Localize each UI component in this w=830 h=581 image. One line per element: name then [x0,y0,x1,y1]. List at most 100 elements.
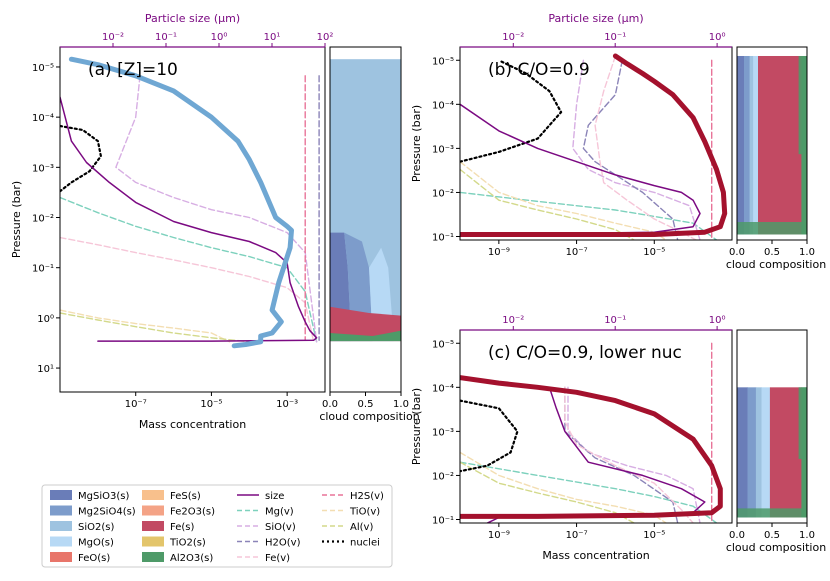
y-tick-label: 10⁻⁵ [32,63,54,74]
series-cloud_total [460,53,728,237]
x-tick-label: 10⁻⁵ [643,530,665,541]
series-siov [572,59,701,240]
comp-x-tick-label: 0.5 [764,247,780,258]
series-siov [115,75,318,343]
series-cloud_total [68,56,294,349]
top-tick-label: 10⁻² [102,32,124,43]
comp-x-axis-label: cloud composition [726,258,826,271]
legend-label: Al2O3(s) [170,553,213,564]
comp-layer-al2o3 [330,330,401,342]
legend-label: SiO(v) [265,522,296,533]
series-h2ov [564,386,679,523]
y-tick-label: 10¹ [37,364,54,375]
x-tick-label: 10⁻³ [276,399,298,410]
y-tick-label: 10⁻³ [432,427,454,438]
series-h2ov [582,59,679,240]
plot-area [60,56,320,349]
y-tick-label: 10⁻³ [432,144,454,155]
legend: MgSiO3(s) Mg2SiO4(s) SiO2(s) MgO(s) FeO(s) Fe… [41,484,393,568]
legend-swatch [142,536,164,547]
legend-item: SiO(v) [237,522,296,533]
legend-item: H2S(v) [322,491,384,502]
comp-layer-sio2s [749,55,754,235]
comp-x-tick-label: 0.5 [764,530,780,541]
top-axis-label: Particle size (μm) [548,12,643,25]
y-tick-label: 10⁻⁴ [432,100,454,111]
legend-label: Fe2O3(s) [170,507,215,518]
panel-a: 10⁻⁷ 10⁻⁵ 10⁻³ 10¹ 10⁰ 10⁻¹ 10⁻² 10⁻³ 10⁻⁴ 10⁻⁵ 10… [10,12,333,431]
series-fev [564,386,694,523]
series-fev [60,236,315,343]
comp-x-axis-label: cloud composition [319,410,419,423]
comp-layer-fes [758,55,802,235]
comp-layer-fes [769,387,802,518]
comp-layer-mgsio3s [737,387,748,518]
legend-swatch [142,505,164,516]
top-tick-label: 10⁻¹ [604,32,626,43]
series-fev [594,55,697,240]
comp-x-tick-label: 0.0 [729,530,745,541]
legend-frame [41,484,393,568]
legend-item: Fe2O3(s) [142,505,215,518]
series-mgv [460,461,718,523]
series-nuclei [60,124,102,193]
comp-layer-mg2sio4s [744,55,751,235]
top-tick-label: 10⁻¹ [155,32,177,43]
y-tick-label: 10⁻⁵ [432,339,454,350]
y-axis-label: Pressure (bar) [410,105,423,182]
y-tick-label: 10⁻⁴ [32,113,54,124]
x-tick-label: 10⁻⁹ [488,530,510,541]
y-tick-label: 10⁻¹ [32,264,54,275]
top-axis-label: Particle size (μm) [145,12,240,25]
legend-item: Al(v) [322,522,373,533]
legend-label: FeO(s) [78,553,110,564]
plot-area [460,342,723,523]
top-tick-label: 10² [317,32,334,43]
y-tick-label: 10⁰ [37,314,54,325]
y-tick-label: 10⁻² [432,471,454,482]
x-tick-label: 10⁻⁵ [643,247,665,258]
series-alv [60,312,250,343]
legend-item: MgSiO3(s) [50,490,129,502]
comp-x-tick-label: 1.0 [393,399,409,410]
legend-item: Mg2SiO4(s) [50,505,136,518]
legend-label: nuclei [350,538,380,549]
series-nuclei [460,59,563,163]
panel-annotation: (c) C/O=0.9, lower nuc [488,343,682,363]
x-tick-label: 10⁻⁷ [566,247,588,258]
panel-c: 10⁻⁹ 10⁻⁷ 10⁻⁵ 10⁻¹ 10⁻² 10⁻³ 10⁻⁴ 10⁻⁵ 10⁻² 10⁻¹… [410,315,733,562]
comp-layer-mg2sio4s [747,387,757,518]
x-tick-label: 10⁻⁷ [125,399,147,410]
legend-label: Al(v) [350,522,373,533]
legend-swatch [142,490,164,500]
legend-item: Fe(s) [142,521,194,533]
comp-layer-al2o3-top [798,55,807,155]
composition-area [330,59,401,342]
legend-item: MgO(s) [50,536,114,549]
top-tick-label: 10⁻² [502,315,524,326]
plot-area [460,53,728,240]
legend-label: Fe(v) [265,553,290,564]
series-alv [460,168,635,240]
top-tick-label: 10¹ [264,32,281,43]
series-size [460,103,701,235]
comp-layer-al2o3-top [798,387,807,459]
y-axis-label: Pressure (bar) [410,388,423,465]
legend-label: SiO2(s) [78,522,114,533]
series-nuclei [460,399,519,473]
y-tick-label: 10⁻¹ [432,233,454,244]
panel-annotation: (b) C/O=0.9 [488,60,590,80]
y-tick-label: 10⁻⁵ [432,56,454,67]
legend-swatch [50,505,72,516]
legend-swatch [50,536,72,547]
comp-layer-mgsio3s [737,55,745,235]
legend-swatch [50,552,72,562]
comp-layer-al2o3-base [737,221,807,235]
comp-x-tick-label: 0.0 [729,247,745,258]
legend-label: H2O(v) [265,538,301,549]
panel-annotation: (a) [Z]=10 [88,60,178,80]
legend-item: SiO2(s) [50,521,114,533]
legend-label: MgSiO3(s) [78,491,129,502]
legend-item: H2O(v) [237,538,301,549]
